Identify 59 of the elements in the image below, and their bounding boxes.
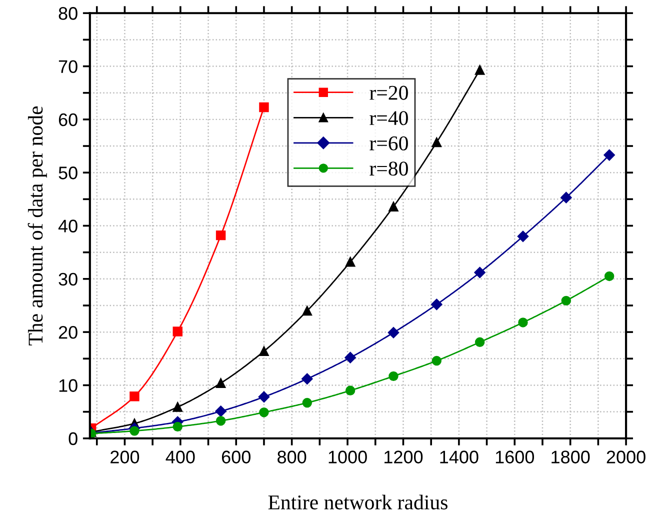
x-tick-label: 1000 xyxy=(328,450,367,464)
y-tick-label: 0 xyxy=(68,432,78,446)
point xyxy=(388,371,398,382)
point xyxy=(345,257,356,267)
legend-label: r=80 xyxy=(370,162,408,176)
point xyxy=(215,406,226,417)
point xyxy=(388,326,400,338)
y-tick-label: 60 xyxy=(58,113,78,126)
point xyxy=(216,378,226,388)
legend-label: r=40 xyxy=(370,111,408,126)
point xyxy=(302,306,312,316)
x-tick-label: 800 xyxy=(278,450,306,464)
point xyxy=(172,422,182,432)
x-tick-label: 1800 xyxy=(552,450,590,464)
x-tick-label: 1600 xyxy=(496,450,534,464)
point xyxy=(474,337,485,348)
x-tick-label: 400 xyxy=(166,450,195,464)
point xyxy=(216,416,226,426)
point xyxy=(432,137,442,148)
x-tick-label: 200 xyxy=(110,450,140,464)
point xyxy=(388,202,398,212)
x-axis-title: Entire network radius xyxy=(268,494,448,510)
y-tick-label: 70 xyxy=(58,60,78,73)
y-tick-label: 20 xyxy=(58,326,78,339)
y-tick-label: 10 xyxy=(59,379,78,392)
point xyxy=(474,266,486,278)
x-tick-label: 1200 xyxy=(384,450,423,464)
point xyxy=(172,402,182,412)
point xyxy=(432,356,442,366)
point xyxy=(302,373,313,384)
y-tick-label: 30 xyxy=(58,272,78,286)
point xyxy=(216,230,226,240)
legend-label: r=60 xyxy=(370,136,408,150)
point xyxy=(518,318,528,328)
point xyxy=(259,102,269,112)
legend-label: r=20 xyxy=(370,86,408,100)
point xyxy=(560,192,572,204)
point xyxy=(345,386,356,396)
point xyxy=(258,391,270,403)
x-tick-label: 1400 xyxy=(440,450,478,464)
point xyxy=(604,149,615,161)
point xyxy=(302,398,312,408)
point xyxy=(431,298,442,310)
y-tick-label: 80 xyxy=(58,7,78,20)
point xyxy=(259,346,269,356)
y-axis-title: The amount of data per node xyxy=(28,106,47,346)
x-tick-label: 2000 xyxy=(606,450,646,464)
point xyxy=(344,352,356,364)
point xyxy=(604,271,614,282)
point xyxy=(517,230,529,242)
point xyxy=(561,296,572,306)
point xyxy=(474,65,485,75)
point xyxy=(259,407,269,418)
y-tick-label: 50 xyxy=(58,166,78,180)
y-tick-label: 40 xyxy=(58,220,78,232)
point xyxy=(172,326,182,336)
point xyxy=(130,426,140,436)
point xyxy=(130,392,140,402)
x-tick-label: 600 xyxy=(222,450,250,464)
